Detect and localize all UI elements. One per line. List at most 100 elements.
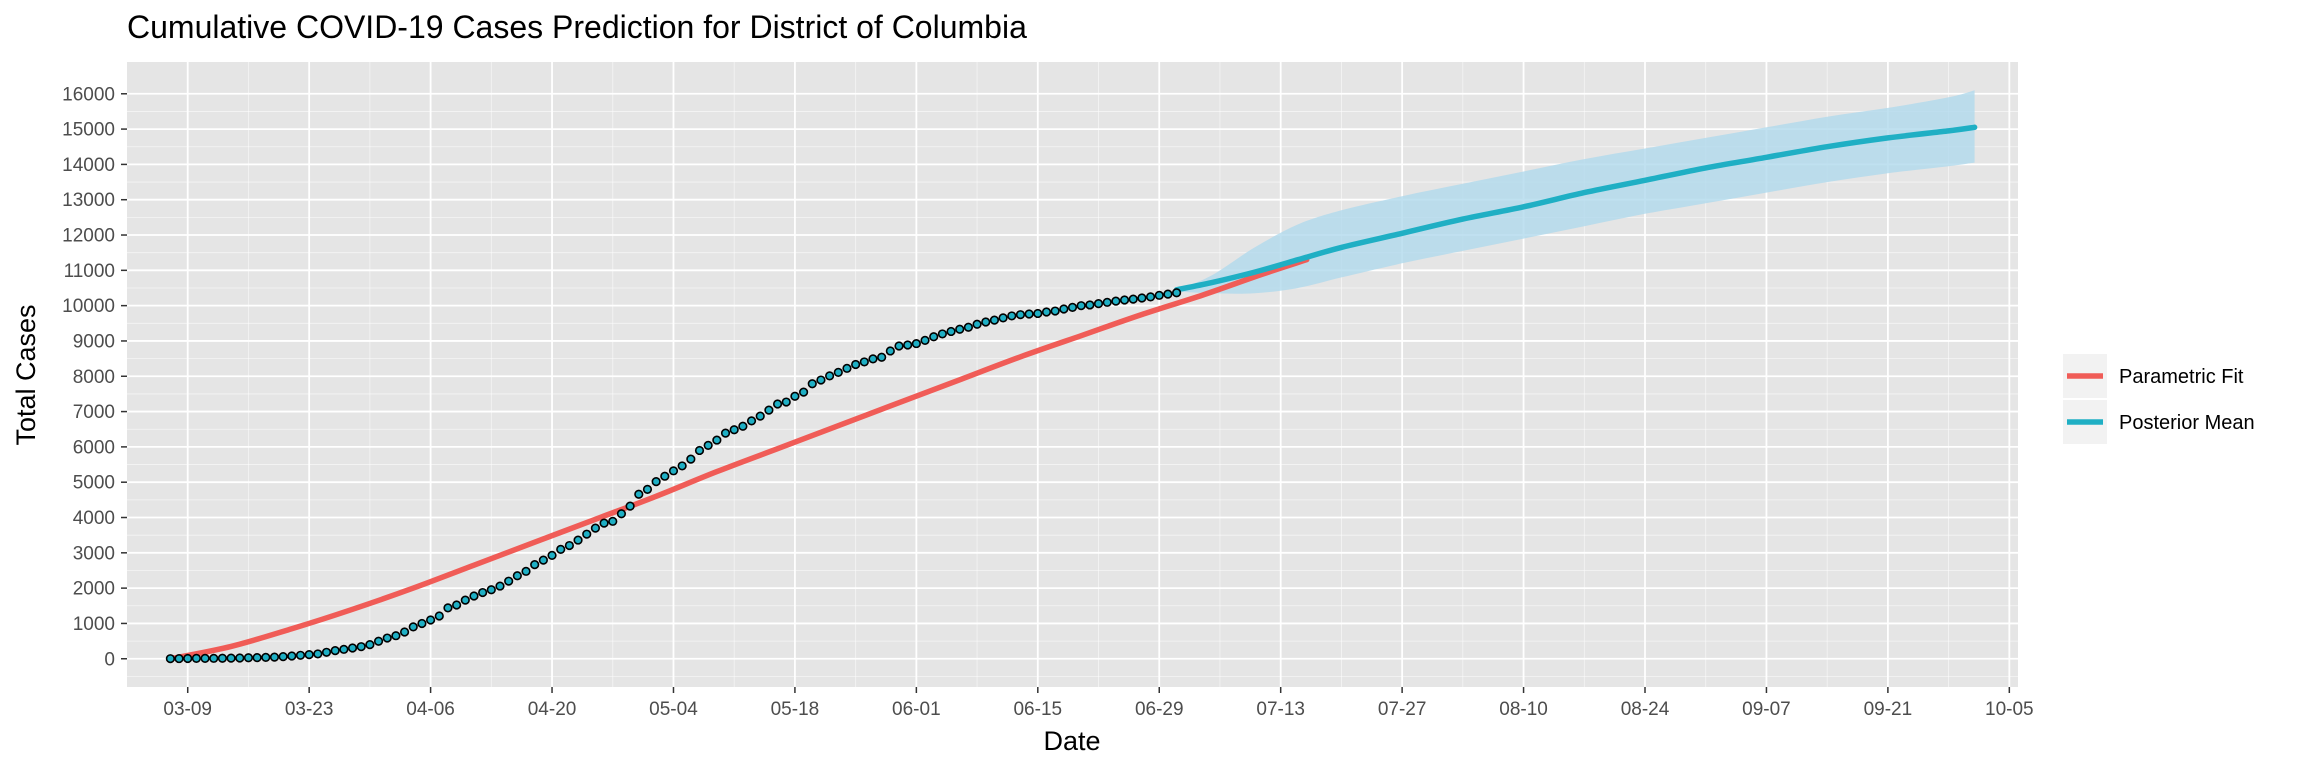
observed-point bbox=[851, 359, 861, 370]
observed-point bbox=[937, 329, 947, 339]
observed-point bbox=[261, 652, 271, 662]
observed-point bbox=[504, 576, 514, 586]
observed-point bbox=[903, 340, 913, 350]
observed-point bbox=[825, 371, 835, 381]
y-tick-label: 12000 bbox=[62, 226, 115, 247]
observed-point bbox=[269, 652, 280, 662]
y-axis-title: Total Cases bbox=[11, 304, 41, 445]
observed-point bbox=[200, 653, 210, 663]
observed-point bbox=[989, 315, 1000, 325]
y-tick-label: 16000 bbox=[62, 84, 115, 105]
observed-point bbox=[426, 615, 436, 625]
observed-points bbox=[165, 288, 1182, 664]
observed-point bbox=[183, 653, 193, 664]
observed-point bbox=[712, 435, 722, 445]
observed-point bbox=[399, 627, 410, 637]
major-gridlines bbox=[127, 62, 2018, 687]
observed-point bbox=[1050, 306, 1060, 316]
observed-point bbox=[703, 440, 713, 450]
observed-point bbox=[434, 611, 444, 621]
observed-point bbox=[807, 379, 817, 389]
observed-point bbox=[1007, 311, 1017, 321]
observed-point bbox=[547, 550, 557, 560]
x-tick-label: 03-23 bbox=[285, 699, 334, 720]
observed-point bbox=[1059, 304, 1069, 314]
observed-point bbox=[1024, 309, 1034, 319]
observed-point bbox=[226, 653, 236, 663]
observed-point bbox=[929, 332, 939, 342]
observed-point bbox=[538, 555, 548, 565]
observed-point bbox=[720, 428, 731, 438]
chart-title: Cumulative COVID-19 Cases Prediction for… bbox=[127, 9, 1027, 45]
observed-point bbox=[556, 544, 566, 554]
observed-point bbox=[356, 642, 366, 652]
observed-point bbox=[798, 387, 809, 397]
x-tick-label: 04-06 bbox=[406, 699, 455, 720]
observed-point bbox=[373, 636, 384, 646]
y-tick-label: 5000 bbox=[73, 473, 115, 494]
y-tick-label: 13000 bbox=[62, 190, 115, 211]
observed-point bbox=[729, 425, 739, 435]
observed-point bbox=[530, 560, 540, 570]
observed-point bbox=[382, 633, 392, 643]
legend: Parametric Fit Posterior Mean bbox=[2063, 354, 2255, 444]
y-tick-label: 2000 bbox=[73, 579, 115, 600]
observed-point bbox=[582, 529, 592, 539]
observed-point bbox=[1033, 308, 1043, 319]
y-tick-label: 7000 bbox=[73, 402, 115, 423]
observed-point bbox=[981, 317, 991, 327]
x-tick-label: 09-07 bbox=[1742, 699, 1791, 720]
observed-point bbox=[469, 591, 479, 601]
observed-point bbox=[955, 324, 965, 334]
observed-point bbox=[1067, 302, 1078, 312]
observed-point bbox=[243, 653, 254, 663]
y-tick-label: 10000 bbox=[62, 296, 115, 317]
observed-point bbox=[1102, 297, 1112, 307]
observed-point bbox=[1163, 289, 1173, 299]
observed-point bbox=[998, 313, 1008, 323]
observed-point bbox=[590, 523, 601, 533]
observed-point bbox=[1041, 307, 1052, 317]
observed-point bbox=[660, 471, 670, 481]
observed-point bbox=[252, 653, 262, 663]
observed-point bbox=[677, 461, 687, 471]
observed-point bbox=[608, 516, 618, 526]
observed-point bbox=[495, 581, 505, 591]
observed-point bbox=[521, 566, 531, 576]
observed-point bbox=[1137, 293, 1147, 303]
observed-point bbox=[512, 571, 522, 581]
observed-point bbox=[634, 489, 644, 499]
observed-point bbox=[1076, 301, 1086, 311]
observed-point bbox=[165, 654, 175, 664]
observed-point bbox=[764, 405, 774, 415]
observed-point bbox=[460, 595, 470, 605]
series-lines bbox=[167, 124, 1978, 662]
observed-point bbox=[417, 618, 427, 629]
x-tick-label: 07-13 bbox=[1256, 699, 1305, 720]
x-tick-label: 06-01 bbox=[892, 699, 941, 720]
observed-point bbox=[1093, 298, 1104, 309]
x-tick-label: 06-29 bbox=[1135, 699, 1184, 720]
observed-point bbox=[781, 397, 791, 407]
x-tick-label: 08-10 bbox=[1499, 699, 1548, 720]
observed-point bbox=[920, 335, 930, 345]
observed-point bbox=[174, 653, 184, 664]
observed-point bbox=[1171, 288, 1182, 298]
observed-point bbox=[694, 445, 705, 456]
observed-point bbox=[191, 653, 201, 663]
observed-point bbox=[304, 650, 314, 660]
observed-point bbox=[1111, 296, 1121, 306]
observed-point bbox=[642, 484, 653, 494]
posterior-mean-line bbox=[1173, 124, 1978, 293]
observed-point bbox=[1119, 295, 1130, 305]
x-tick-label: 07-27 bbox=[1378, 699, 1427, 720]
observed-point bbox=[339, 644, 349, 654]
observed-point bbox=[217, 653, 228, 663]
x-tick-label: 09-21 bbox=[1864, 699, 1913, 720]
legend-label: Posterior Mean bbox=[2119, 412, 2255, 434]
observed-point bbox=[616, 509, 627, 519]
observed-point bbox=[833, 367, 843, 377]
observed-point bbox=[885, 346, 895, 356]
observed-point bbox=[772, 399, 783, 409]
